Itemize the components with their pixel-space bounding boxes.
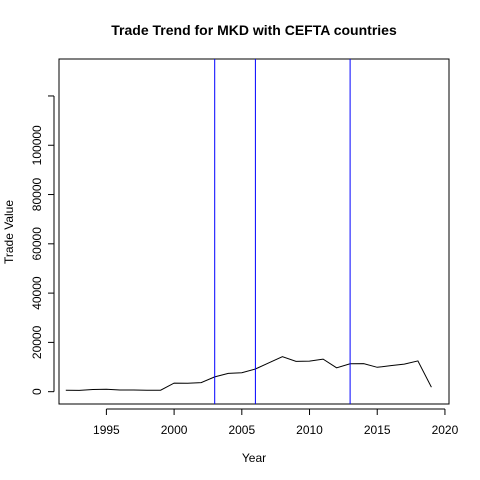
series-line-0 <box>65 356 432 391</box>
y-tick-label-60000: 60000 <box>30 227 44 261</box>
y-axis-label: Trade Value <box>2 200 16 264</box>
axis-layer: 1995 2000 2005 2010 2015 2020 0 20000 40000 60000… <box>30 95 459 437</box>
x-axis-label: Year <box>242 451 266 465</box>
x-tick-label-2015: 2015 <box>364 423 391 437</box>
x-tick-label-2005: 2005 <box>228 423 255 437</box>
chart-title: Trade Trend for MKD with CEFTA countries <box>111 22 397 38</box>
x-tick-label-2000: 2000 <box>161 423 188 437</box>
y-tick-label-40000: 40000 <box>30 276 44 310</box>
y-tick-label-20000: 20000 <box>30 325 44 359</box>
y-tick-label-0: 0 <box>30 388 44 395</box>
x-tick-label-2020: 2020 <box>432 423 459 437</box>
y-tick-label-80000: 80000 <box>30 177 44 211</box>
x-tick-label-2010: 2010 <box>296 423 323 437</box>
y-tick-label-100000: 100000 <box>30 125 44 165</box>
data-layer <box>65 59 432 404</box>
plot-frame <box>58 58 450 405</box>
x-tick-label-1995: 1995 <box>93 423 120 437</box>
